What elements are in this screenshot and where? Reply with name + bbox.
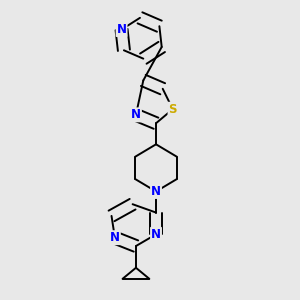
Text: S: S — [169, 103, 177, 116]
Text: N: N — [131, 108, 141, 122]
Text: N: N — [151, 185, 161, 198]
Text: N: N — [110, 231, 120, 244]
Text: N: N — [117, 23, 127, 36]
Text: N: N — [151, 228, 161, 241]
